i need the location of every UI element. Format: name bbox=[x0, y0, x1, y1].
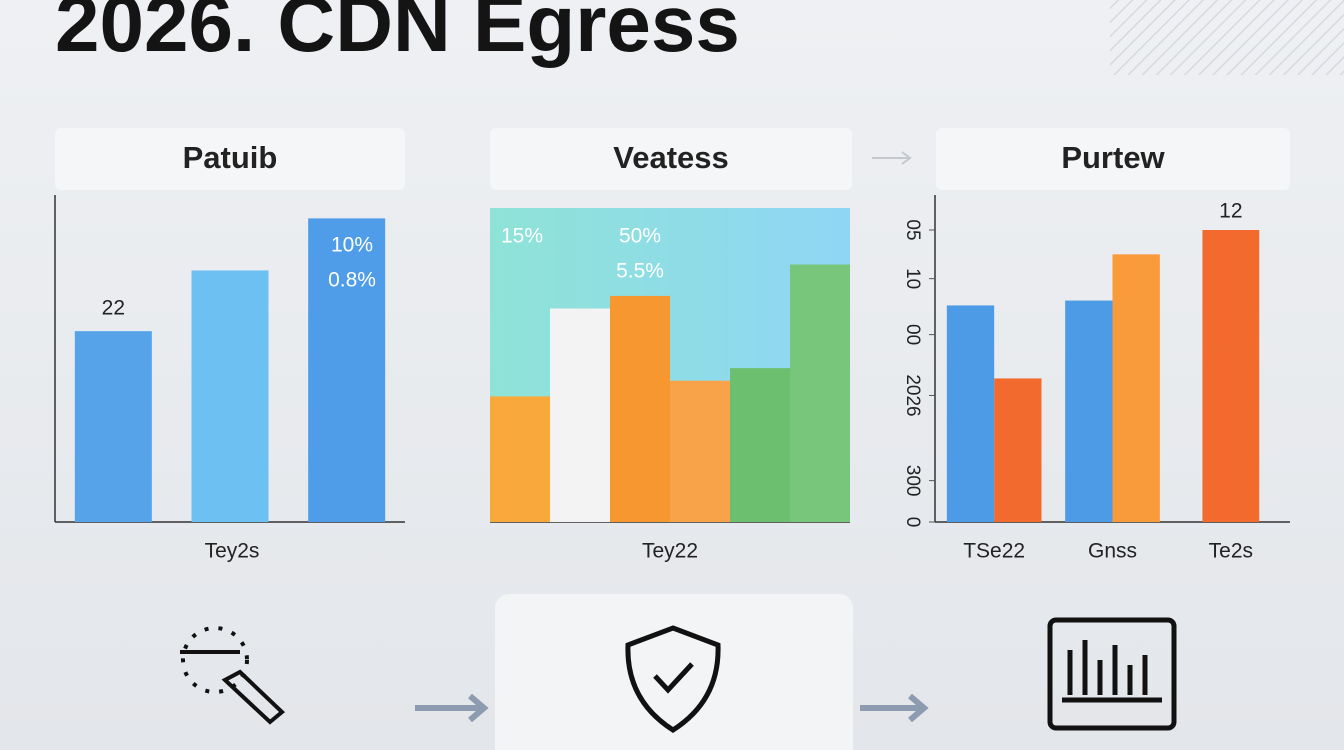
y-tick-label: 10 bbox=[902, 268, 923, 289]
y-tick-label: 0 bbox=[902, 517, 923, 528]
page-title: 2026. CDN Egress bbox=[55, 0, 740, 68]
chart-title: Veatess bbox=[613, 140, 729, 175]
y-tick-label: 05 bbox=[902, 219, 923, 240]
bar bbox=[308, 218, 386, 522]
bar bbox=[74, 331, 152, 522]
annotation: 10% bbox=[331, 234, 373, 257]
bar bbox=[1202, 230, 1260, 522]
annotation: 5.5% bbox=[616, 260, 664, 283]
arrow bbox=[415, 693, 489, 723]
chart-title: Purtew bbox=[1061, 140, 1165, 175]
y-tick-label: 2026 bbox=[902, 374, 923, 416]
bar bbox=[670, 380, 730, 522]
shield-icon bbox=[625, 625, 721, 733]
bar bbox=[1112, 254, 1160, 523]
annotation: 0.8% bbox=[328, 269, 376, 292]
x-axis-label: Tey2s bbox=[205, 540, 260, 563]
y-tick-label: 300 bbox=[902, 465, 923, 497]
annotation: 15% bbox=[501, 225, 543, 248]
y-tick-label: 00 bbox=[902, 324, 923, 345]
bar bbox=[490, 396, 550, 522]
panel-headers: Patuib Veatess Purtew bbox=[55, 128, 1290, 190]
chart-title: Patuib bbox=[183, 140, 278, 175]
x-tick-label: TSe22 bbox=[963, 540, 1025, 563]
bar bbox=[1065, 300, 1113, 522]
bar bbox=[946, 305, 995, 522]
charts: 22 10% 0.8% Tey2s 15% 50% 5.5% Tey22 05 10 00 2026 3… bbox=[54, 195, 1290, 563]
header-box bbox=[936, 128, 1290, 190]
arrow bbox=[872, 151, 912, 165]
chart-icon bbox=[1047, 617, 1177, 731]
hatch-decor bbox=[1110, 0, 1344, 75]
value-label: 12 bbox=[1219, 200, 1242, 223]
header-box bbox=[55, 128, 405, 190]
bar bbox=[610, 295, 670, 522]
bar bbox=[730, 368, 790, 522]
value-label: 22 bbox=[102, 297, 125, 320]
check-icon bbox=[653, 662, 694, 694]
bar bbox=[994, 378, 1042, 522]
x-tick-label: Te2s bbox=[1209, 540, 1253, 563]
bar bbox=[191, 270, 269, 522]
bottom-row bbox=[180, 594, 1177, 750]
arrow bbox=[860, 693, 929, 723]
header-box bbox=[490, 128, 852, 190]
tool-icon bbox=[180, 626, 286, 725]
bar bbox=[790, 264, 850, 522]
bar bbox=[550, 308, 610, 522]
x-tick-label: Gnss bbox=[1088, 540, 1137, 563]
card bbox=[495, 594, 853, 750]
x-axis-label: Tey22 bbox=[642, 540, 698, 563]
annotation: 50% bbox=[619, 225, 661, 248]
